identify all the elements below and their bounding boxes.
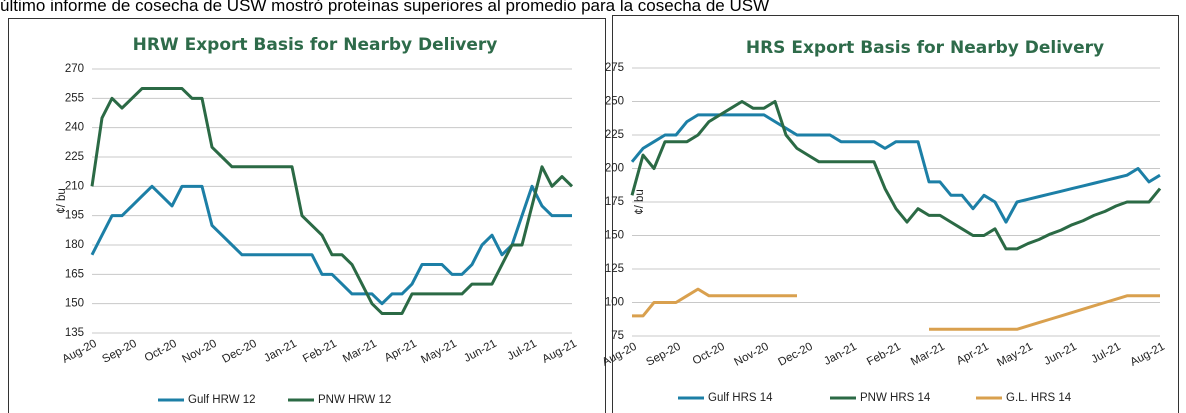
series-line xyxy=(630,100,1162,251)
y-tick-label: 210 xyxy=(65,180,84,192)
legend-label: PNW HRS 14 xyxy=(860,392,931,404)
y-tick-label: 255 xyxy=(65,92,84,104)
chart-title: HRS Export Basis for Nearby Delivery xyxy=(746,38,1104,58)
x-tick-label: Aug-20 xyxy=(600,341,638,369)
x-tick-label: Dec-20 xyxy=(776,341,814,369)
y-tick-label: 125 xyxy=(605,263,624,275)
x-tick-label: Aug-21 xyxy=(540,338,578,366)
x-tick-label: Jun-21 xyxy=(1042,341,1079,368)
y-tick-label: 150 xyxy=(65,298,84,310)
x-tick-label: Sep-20 xyxy=(644,341,682,369)
y-tick-label: 135 xyxy=(65,327,84,339)
x-tick-label: Nov-20 xyxy=(180,338,218,366)
chart-title: HRW Export Basis for Nearby Delivery xyxy=(133,35,498,55)
x-tick-label: Mar-21 xyxy=(341,338,379,366)
series-line xyxy=(90,87,574,315)
x-tick-label: Oct-20 xyxy=(691,341,727,368)
y-tick-label: 250 xyxy=(605,96,624,108)
y-tick-label: 165 xyxy=(65,268,84,280)
legend-label: G.L. HRS 14 xyxy=(1006,392,1072,404)
y-tick-label: 195 xyxy=(65,210,84,222)
x-tick-label: Feb-21 xyxy=(865,341,903,369)
x-tick-label: May-21 xyxy=(419,338,459,367)
y-tick-label: 180 xyxy=(65,239,84,251)
x-tick-label: Aug-21 xyxy=(1128,341,1166,369)
x-tick-label: Aug-20 xyxy=(60,338,98,366)
x-tick-label: Jul-21 xyxy=(1090,341,1123,366)
legend-label: Gulf HRW 12 xyxy=(188,394,256,406)
y-tick-label: 200 xyxy=(605,163,624,175)
legend-label: Gulf HRS 14 xyxy=(708,392,773,404)
x-tick-label: Jul-21 xyxy=(506,338,539,363)
series-line xyxy=(90,184,572,306)
y-tick-label: 225 xyxy=(65,151,84,163)
x-tick-label: Jan-21 xyxy=(822,341,859,368)
y-tick-label: 270 xyxy=(65,63,84,75)
x-tick-label: Feb-21 xyxy=(301,338,339,366)
x-tick-label: Sep-20 xyxy=(100,338,138,366)
y-tick-label: 150 xyxy=(605,230,624,242)
y-axis-label: ¢/ bu xyxy=(56,188,68,214)
chart-frame xyxy=(8,18,606,413)
series-line xyxy=(632,287,1160,331)
x-tick-label: Jan-21 xyxy=(262,338,299,365)
y-tick-label: 75 xyxy=(611,330,624,342)
x-tick-label: Apr-21 xyxy=(383,338,419,365)
x-tick-label: Jun-21 xyxy=(462,338,499,365)
y-tick-label: 100 xyxy=(605,297,624,309)
x-tick-label: Dec-20 xyxy=(220,338,258,366)
y-tick-label: 240 xyxy=(65,122,84,134)
x-tick-label: Apr-21 xyxy=(955,341,991,368)
y-tick-label: 275 xyxy=(605,62,624,74)
legend-label: PNW HRW 12 xyxy=(318,394,391,406)
page-text: último informe de cosecha de USW mostró … xyxy=(0,0,770,15)
y-tick-label: 175 xyxy=(605,196,624,208)
x-tick-label: Oct-20 xyxy=(143,338,179,365)
x-tick-label: Mar-21 xyxy=(909,341,947,369)
chart-frame xyxy=(612,15,1179,413)
x-tick-label: Nov-20 xyxy=(732,341,770,369)
y-tick-label: 225 xyxy=(605,129,624,141)
x-tick-label: May-21 xyxy=(995,341,1035,370)
